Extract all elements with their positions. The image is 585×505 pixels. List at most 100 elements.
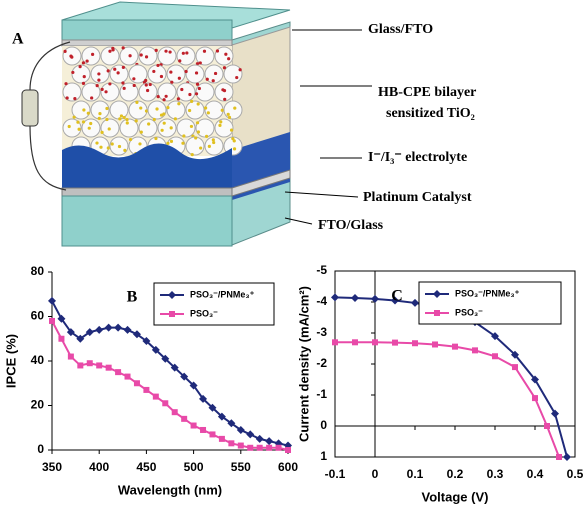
dye	[205, 135, 208, 138]
dye	[230, 129, 233, 132]
dye	[223, 66, 226, 69]
particle	[196, 47, 214, 65]
data-point	[432, 341, 438, 347]
dye	[125, 118, 128, 121]
dye	[113, 68, 116, 71]
dye	[204, 106, 207, 109]
data-point	[48, 297, 56, 305]
dye	[77, 128, 80, 131]
dye	[190, 100, 193, 103]
dye	[88, 127, 91, 130]
dye	[182, 52, 185, 55]
dye	[90, 96, 93, 99]
particle	[129, 101, 147, 119]
data-point	[169, 311, 175, 317]
y-tick-label: -5	[316, 263, 327, 277]
dye	[111, 48, 114, 51]
dye	[104, 90, 107, 93]
dye	[83, 75, 86, 78]
dye	[185, 51, 188, 54]
y-axis-label: Current density (mA/cm²)	[296, 286, 311, 442]
particle	[215, 119, 233, 137]
data-point	[191, 423, 197, 429]
fto-layer	[62, 40, 232, 46]
legend-label: PSO₃⁻/PNMe₃⁺	[455, 288, 520, 298]
dye	[82, 120, 85, 123]
particle	[148, 65, 166, 83]
data-point	[256, 435, 264, 443]
dye	[96, 84, 99, 87]
x-tick-label: 350	[42, 460, 62, 474]
dye	[126, 121, 129, 124]
dye	[195, 71, 198, 74]
particle	[101, 83, 119, 101]
dye	[145, 83, 148, 86]
x-axis-label: Voltage (V)	[422, 489, 489, 504]
dye	[170, 126, 173, 129]
dye	[140, 53, 143, 56]
dye	[123, 87, 126, 90]
dye	[181, 142, 184, 145]
x-tick-label: 500	[184, 460, 204, 474]
dye	[108, 50, 111, 53]
dye	[168, 50, 171, 53]
dye	[118, 117, 121, 120]
dye	[180, 88, 183, 91]
dye	[188, 109, 191, 112]
data-point	[87, 360, 93, 366]
data-point	[265, 437, 273, 445]
data-point	[77, 362, 83, 368]
dye	[129, 138, 132, 141]
data-point	[106, 365, 112, 371]
data-point	[266, 445, 272, 451]
dye	[207, 111, 210, 114]
data-point	[411, 299, 419, 307]
particle	[91, 101, 109, 119]
dye	[118, 145, 121, 148]
data-point	[115, 369, 121, 375]
dye	[161, 129, 164, 132]
panel-label: A	[12, 31, 24, 48]
data-point	[247, 445, 253, 451]
dye	[144, 79, 147, 82]
dye	[71, 71, 74, 74]
dye	[203, 50, 206, 53]
dye	[105, 118, 108, 121]
dye	[218, 124, 221, 127]
y-tick-label: 80	[31, 264, 45, 278]
x-tick-label: 450	[136, 460, 156, 474]
data-point	[134, 380, 140, 386]
dye	[185, 70, 188, 73]
particle	[158, 83, 176, 101]
dye	[146, 89, 149, 92]
series-line	[52, 321, 288, 450]
dye	[63, 50, 66, 53]
particle	[186, 137, 204, 155]
dye	[170, 140, 173, 143]
legend-label: PSO₃⁻/PNMe₃⁺	[190, 289, 255, 299]
dye	[95, 141, 98, 144]
data-point	[105, 324, 113, 332]
dye	[87, 112, 90, 115]
dye	[174, 117, 177, 120]
dye	[123, 116, 126, 119]
layer-label: Platinum Catalyst	[363, 190, 472, 205]
particle	[167, 65, 185, 83]
data-point	[114, 324, 122, 332]
dye	[152, 70, 155, 73]
dye	[108, 127, 111, 130]
x-tick-label: 0.2	[447, 467, 464, 481]
dye	[214, 72, 217, 75]
series-line	[335, 342, 559, 457]
dye	[166, 142, 169, 145]
particle	[110, 101, 128, 119]
data-point	[563, 453, 571, 461]
data-point	[246, 430, 254, 438]
dye	[66, 96, 69, 99]
data-point	[372, 339, 378, 345]
dye	[212, 138, 215, 141]
dye	[108, 82, 111, 85]
bottom-glass	[62, 196, 232, 246]
dye	[197, 102, 200, 105]
data-point	[228, 440, 234, 446]
